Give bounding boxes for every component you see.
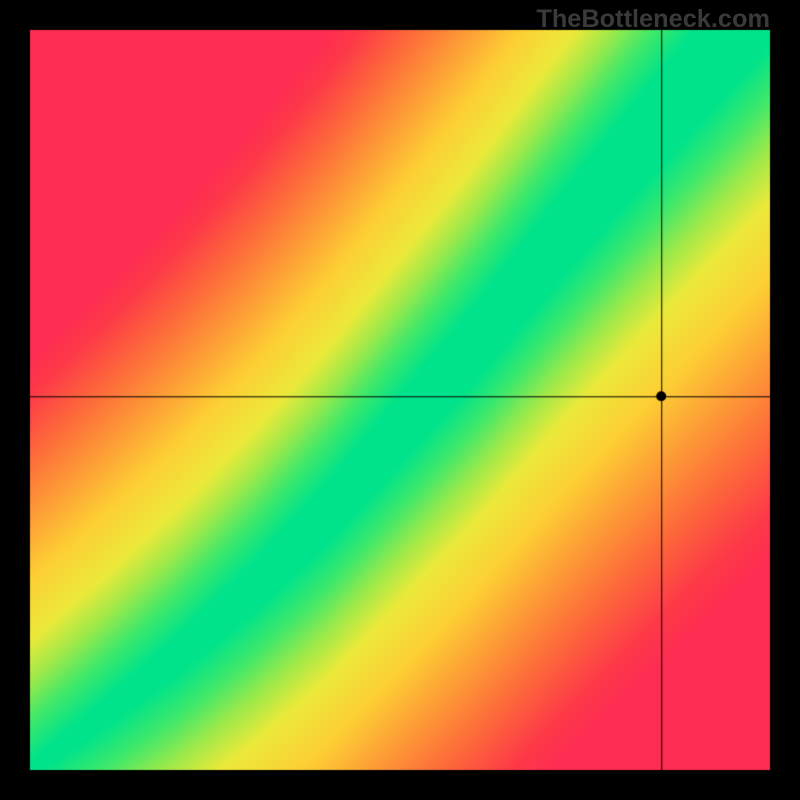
chart-container: TheBottleneck.com xyxy=(0,0,800,800)
watermark-text: TheBottleneck.com xyxy=(536,5,770,34)
bottleneck-heatmap xyxy=(0,0,800,800)
